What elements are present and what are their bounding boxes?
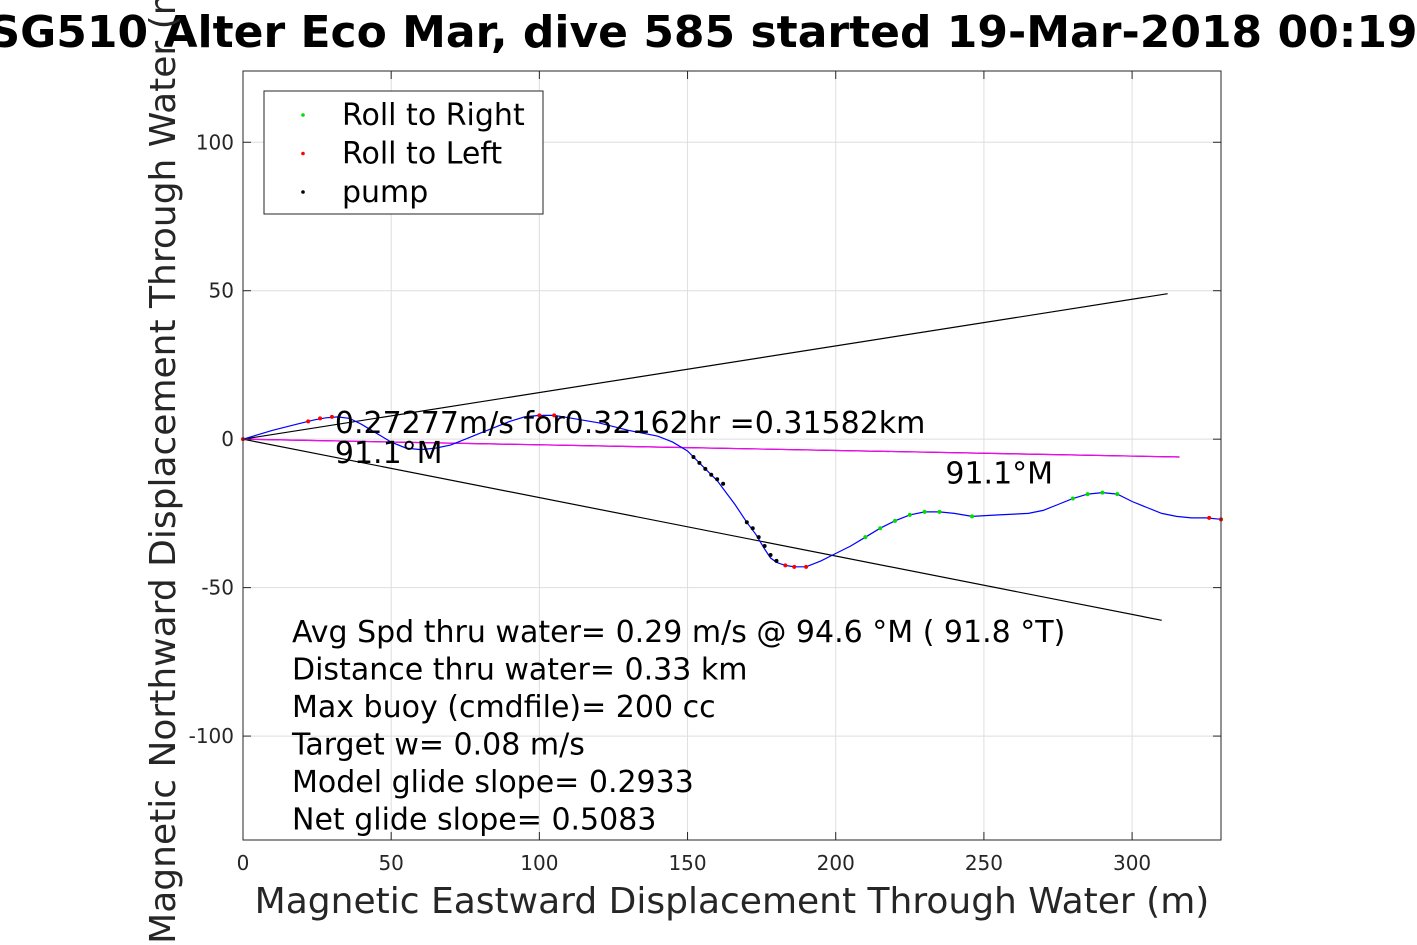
y-axis-label: Magnetic Northward Displacement Through … bbox=[143, 0, 184, 944]
roll-right-marker bbox=[970, 514, 975, 519]
pump-marker bbox=[774, 558, 779, 563]
pump-marker bbox=[709, 472, 714, 477]
stats-line: Model glide slope= 0.2933 bbox=[292, 765, 694, 800]
roll-right-marker bbox=[863, 535, 868, 540]
roll-right-marker bbox=[1085, 492, 1090, 497]
stats-line: Distance thru water= 0.33 km bbox=[292, 653, 747, 688]
legend-marker bbox=[301, 113, 305, 117]
roll-right-marker bbox=[922, 509, 927, 514]
stats-line: Target w= 0.08 m/s bbox=[291, 728, 585, 763]
pump-marker bbox=[750, 526, 755, 531]
roll-right-marker bbox=[878, 526, 883, 531]
roll-left-marker bbox=[306, 419, 311, 424]
roll-left-marker bbox=[552, 413, 557, 418]
pump-marker bbox=[756, 535, 761, 540]
chart-title: SG510 Alter Eco Mar, dive 585 started 19… bbox=[0, 7, 1417, 58]
y-tick-label: 100 bbox=[196, 130, 234, 154]
pump-marker bbox=[744, 520, 749, 525]
roll-left-marker bbox=[329, 414, 334, 419]
pump-marker bbox=[715, 477, 720, 482]
legend-marker bbox=[301, 151, 305, 156]
annotations: 0.27277m/s for0.32162hr =0.31582km91.1°M… bbox=[335, 406, 1053, 491]
annotation: 91.1°M bbox=[945, 457, 1053, 492]
roll-right-marker bbox=[907, 512, 912, 517]
legend-box bbox=[263, 90, 544, 215]
heading-line-0 bbox=[242, 293, 1168, 440]
roll-left-marker bbox=[318, 416, 323, 421]
annotation: 0.27277m/s for0.32162hr =0.31582km bbox=[335, 406, 926, 441]
y-tick-label: 0 bbox=[221, 427, 234, 451]
pump-marker bbox=[703, 466, 708, 471]
roll-left-marker bbox=[783, 563, 788, 568]
roll-left-marker bbox=[804, 564, 809, 569]
roll-right-marker bbox=[937, 509, 942, 514]
x-axis-label: Magnetic Eastward Displacement Through W… bbox=[255, 881, 1210, 922]
roll-left-marker bbox=[537, 413, 542, 418]
roll-right-marker bbox=[893, 518, 897, 523]
legend-label: Roll to Left bbox=[342, 137, 502, 172]
roll-right-marker bbox=[1070, 496, 1075, 501]
stats-block: Avg Spd thru water= 0.29 m/s @ 94.6 °M (… bbox=[291, 615, 1065, 838]
pump-marker bbox=[768, 552, 773, 557]
x-tick-label: 50 bbox=[378, 851, 403, 875]
pump-marker bbox=[762, 544, 767, 549]
x-tick-label: 0 bbox=[237, 851, 250, 875]
pump-marker bbox=[697, 460, 702, 465]
heading-line-1 bbox=[242, 438, 1162, 621]
legend-marker bbox=[301, 190, 305, 194]
y-tick-label: -50 bbox=[201, 576, 234, 600]
x-tick-label: 250 bbox=[965, 851, 1003, 875]
roll-left-marker bbox=[792, 564, 797, 569]
x-tick-label: 100 bbox=[520, 851, 558, 875]
axes-box bbox=[242, 70, 1222, 841]
grid bbox=[243, 71, 1221, 840]
roll-right-marker bbox=[1100, 490, 1105, 495]
annotation: 91.1°M bbox=[335, 436, 443, 471]
pump-marker bbox=[691, 454, 696, 459]
pump-marker bbox=[721, 481, 726, 486]
stats-line: Max buoy (cmdfile)= 200 cc bbox=[292, 690, 716, 725]
y-tick-label: -100 bbox=[189, 724, 234, 748]
stats-line: Avg Spd thru water= 0.29 m/s @ 94.6 °M (… bbox=[292, 615, 1065, 650]
series-layer bbox=[241, 293, 1223, 621]
x-tick-label: 200 bbox=[817, 851, 855, 875]
roll-right-marker bbox=[1115, 492, 1120, 497]
x-tick-label: 300 bbox=[1113, 851, 1151, 875]
roll-left-marker bbox=[1207, 515, 1212, 520]
tick-labels: 0 50 100 150 200 250 300 100 50 0 -50 -100 bbox=[189, 71, 1221, 875]
x-tick-label: 150 bbox=[668, 851, 706, 875]
stats-line: Net glide slope= 0.5083 bbox=[292, 803, 656, 838]
legend-label: pump bbox=[342, 175, 428, 210]
legend-label: Roll to Right bbox=[342, 98, 525, 133]
y-tick-label: 50 bbox=[209, 279, 234, 303]
heading-line-3 bbox=[242, 438, 1180, 458]
